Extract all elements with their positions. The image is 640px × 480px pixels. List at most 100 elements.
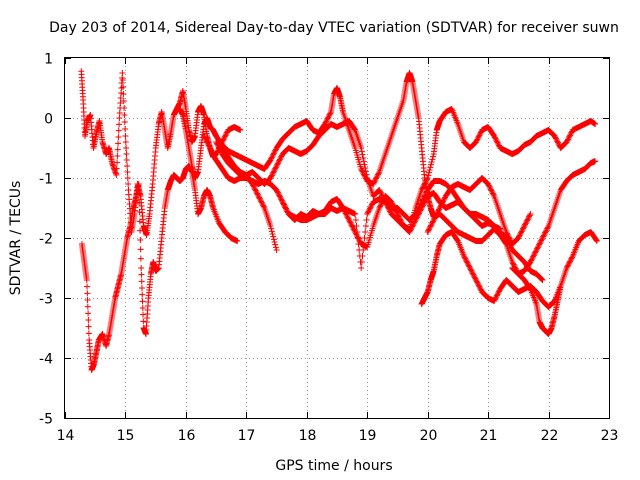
data-point: [136, 218, 143, 225]
data-point: [378, 201, 385, 207]
data-point: [140, 311, 147, 318]
data-point: [419, 202, 426, 209]
data-point: [138, 285, 145, 291]
x-tick-label: 14: [57, 428, 75, 444]
data-point: [409, 223, 416, 230]
data-point: [211, 153, 218, 159]
data-point: [391, 205, 398, 212]
data-point: [473, 278, 480, 285]
y-tick-label: -1: [39, 172, 53, 188]
data-point: [202, 135, 209, 142]
data-point: [394, 211, 401, 217]
data-point: [270, 151, 277, 158]
data-point: [370, 179, 377, 186]
data-point: [273, 247, 280, 253]
data-point: [567, 258, 574, 265]
data-point: [346, 218, 353, 225]
data-point: [518, 228, 525, 235]
data-point: [358, 148, 365, 155]
data-point: [391, 204, 398, 211]
data-point: [503, 229, 510, 235]
data-point: [531, 251, 538, 257]
data-point: [419, 185, 426, 192]
data-point: [398, 219, 405, 225]
data-point: [432, 214, 439, 221]
data-point: [284, 208, 291, 215]
data-point: [440, 197, 447, 203]
data-point: [554, 139, 561, 146]
data-point: [419, 203, 426, 210]
data-point: [417, 206, 424, 213]
data-point: [269, 153, 276, 159]
data-point: [438, 202, 445, 209]
data-point: [407, 226, 414, 233]
data-point: [541, 231, 548, 237]
data-point: [426, 167, 433, 173]
data-point: [472, 275, 479, 282]
data-point: [374, 173, 381, 179]
data-point: [252, 187, 259, 194]
data-point: [124, 169, 131, 175]
data-point: [85, 330, 92, 337]
data-point: [534, 245, 541, 252]
tick-labels: 14 15 16 17 18 19 20 21 22 23 1 0 -1 -2 -3 -4 -5: [39, 52, 618, 445]
data-point: [421, 199, 428, 206]
data-point: [397, 216, 404, 223]
data-point: [280, 201, 287, 208]
data-point: [475, 133, 482, 140]
data-point: [366, 207, 373, 213]
data-point: [221, 133, 228, 140]
data-point: [434, 210, 441, 217]
data-point: [114, 153, 121, 159]
data-point: [358, 167, 365, 174]
data-point: [477, 285, 484, 291]
data-point: [275, 159, 282, 165]
data-point: [350, 226, 357, 233]
data-point: [138, 265, 145, 271]
data-point: [270, 150, 277, 157]
data-point: [354, 233, 361, 239]
data-point: [274, 161, 281, 168]
data-point: [350, 225, 357, 231]
data-point: [359, 151, 366, 158]
data-point: [323, 118, 330, 125]
data-point: [258, 199, 265, 206]
series-H: [418, 229, 600, 310]
data-point: [520, 224, 527, 231]
data-point: [521, 223, 528, 229]
data-point: [462, 257, 469, 263]
data-point: [529, 255, 536, 261]
data-point: [352, 229, 359, 235]
data-point: [421, 180, 428, 187]
data-point: [466, 263, 473, 270]
data-point: [491, 134, 498, 141]
data-point: [411, 219, 418, 226]
data-point: [493, 292, 500, 299]
data-point: [424, 229, 431, 235]
data-point: [477, 129, 484, 136]
data-point: [114, 146, 121, 153]
data-point: [532, 248, 539, 255]
data-point: [493, 138, 500, 145]
x-tick-label: 22: [541, 428, 559, 444]
data-point: [223, 129, 230, 136]
data-point: [408, 225, 415, 231]
data-point: [85, 317, 92, 323]
data-point: [420, 201, 427, 207]
data-point: [527, 211, 534, 217]
data-point: [565, 262, 572, 269]
data-point: [120, 98, 127, 104]
data-point: [526, 212, 533, 219]
data-point: [468, 267, 475, 274]
data-point: [272, 164, 279, 171]
data-point: [460, 253, 467, 259]
data-point: [423, 176, 430, 183]
x-axis-label: GPS time / hours: [275, 458, 392, 474]
data-point: [321, 121, 328, 127]
data-point: [438, 201, 445, 207]
data-point: [273, 187, 280, 193]
data-point: [272, 241, 279, 248]
data-point: [278, 153, 285, 160]
data-point: [341, 207, 348, 214]
data-point: [488, 187, 495, 194]
